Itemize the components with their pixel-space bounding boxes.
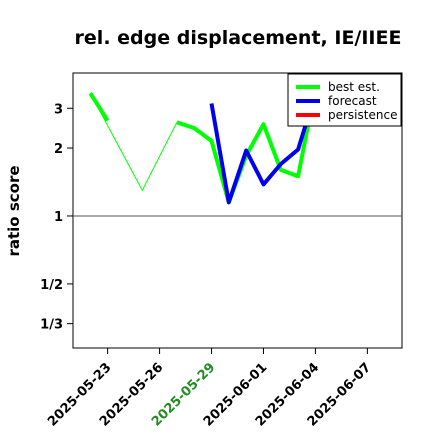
plot-frame xyxy=(72,72,403,349)
series-line xyxy=(209,92,318,205)
legend-entry: forecast xyxy=(328,94,377,108)
y-axis: 1/3 1/2 1 2 3 xyxy=(40,102,73,333)
chart-title: rel. edge displacement, IE/IIEE xyxy=(75,27,402,49)
legend-entry: best est. xyxy=(328,80,380,94)
series-line xyxy=(89,92,178,191)
y-tick-label: 2 xyxy=(54,142,63,157)
x-axis: 2025-05-232025-05-262025-05-292025-06-01… xyxy=(45,348,374,430)
legend-entry: persistence xyxy=(328,108,397,122)
y-tick-label: 3 xyxy=(54,102,63,117)
series-line xyxy=(88,92,110,122)
y-axis-label: ratio score xyxy=(5,165,23,256)
y-tick-label: 1 xyxy=(54,210,63,225)
y-tick-label: 1/2 xyxy=(40,278,63,293)
y-tick-label: 1/3 xyxy=(40,318,63,333)
series-group xyxy=(88,87,318,205)
